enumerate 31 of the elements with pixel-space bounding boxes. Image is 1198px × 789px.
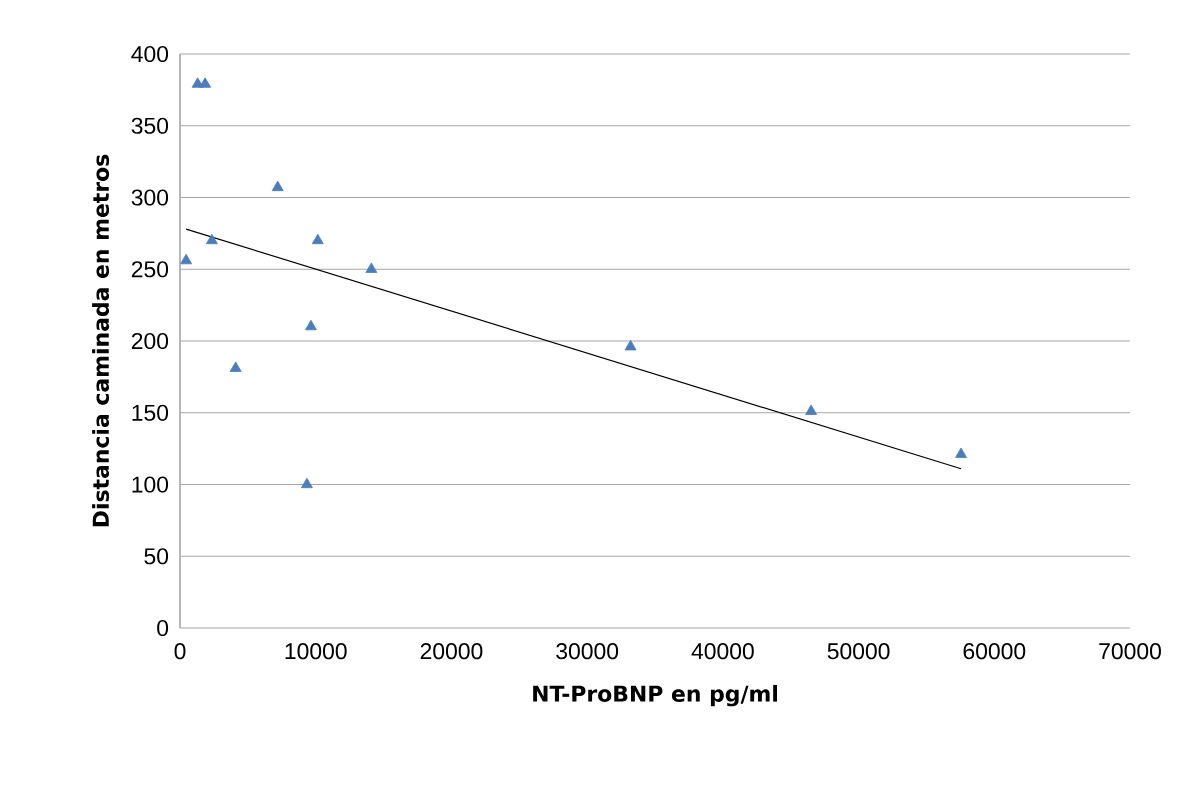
x-axis-title: NT-ProBNP en pg/ml [533,684,777,707]
y-tick-label: 400 [131,45,169,63]
point [271,180,284,192]
y-tick-label: 200 [131,332,169,350]
y-axis-title: Distancia caminada en metros [92,154,110,527]
point [365,262,378,273]
y-tick-label: 50 [144,548,169,565]
x-tick-label: 60000 [963,643,1026,660]
x-tick-label: 0 [174,643,186,660]
point [805,404,817,415]
point [199,77,212,88]
point [229,361,242,372]
point [300,477,313,489]
x-tick-label: 10000 [285,643,347,660]
point [624,339,637,351]
x-tick-label: 20000 [420,643,483,660]
x-tick-label: 30000 [556,643,619,660]
y-tick-label: 300 [131,189,169,206]
y-tick-label: 0 [157,619,169,637]
point [311,233,324,245]
x-tick-label: 40000 [691,643,754,660]
point [955,447,967,458]
y-tick-label: 100 [132,476,169,493]
y-tick-label: 350 [131,117,169,134]
x-tick-label: 50000 [827,643,890,660]
y-tick-label: 250 [131,261,169,278]
x-tick-label: 70000 [1099,643,1161,660]
y-tick-label: 150 [132,404,169,421]
point [305,319,317,331]
point [205,233,218,245]
point [180,253,193,265]
